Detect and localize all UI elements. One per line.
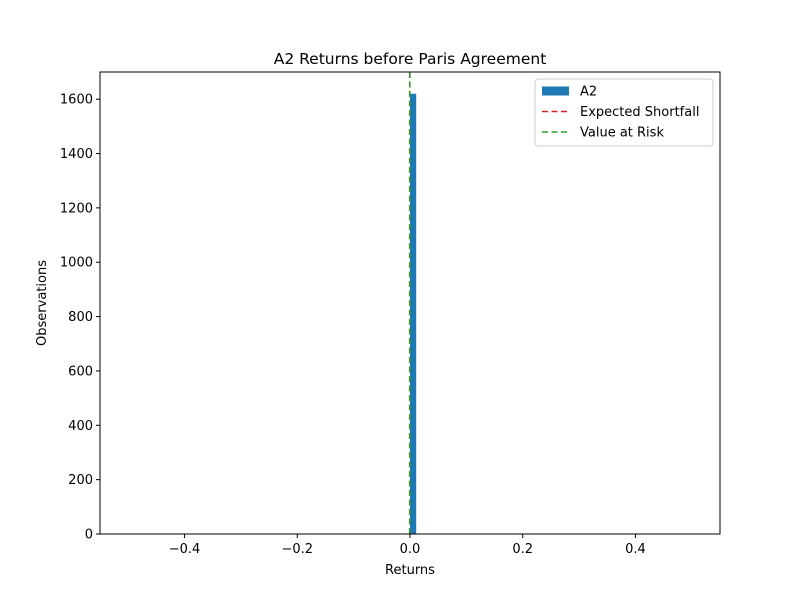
- x-tick-label: 0.0: [400, 542, 421, 557]
- chart-title: A2 Returns before Paris Agreement: [274, 50, 547, 68]
- legend-label-expected-shortfall: Expected Shortfall: [580, 105, 699, 120]
- y-tick-label: 1000: [60, 256, 93, 271]
- y-axis-label: Observations: [35, 260, 50, 346]
- y-tick-label: 600: [68, 364, 93, 379]
- histogram-bar-1: [410, 93, 417, 534]
- legend-label-value-at-risk: Value at Risk: [580, 126, 664, 141]
- x-axis-label: Returns: [385, 563, 435, 578]
- x-tick-label: −0.4: [169, 542, 201, 557]
- x-tick-label: 0.2: [512, 542, 533, 557]
- legend-box: [534, 78, 714, 147]
- y-tick-label: 200: [68, 473, 93, 488]
- plot-area: [408, 72, 417, 534]
- y-tick-label: 1600: [60, 93, 93, 108]
- y-tick-label: 1400: [60, 147, 93, 162]
- legend-label-a2: A2: [580, 85, 597, 100]
- y-tick-label: 0: [85, 528, 93, 543]
- x-tick-label: −0.2: [281, 542, 313, 557]
- y-tick-label: 1200: [60, 201, 93, 216]
- y-axis: 0 200 400 600 800 1000 1200 1400 1600: [60, 93, 100, 543]
- x-axis: −0.4 −0.2 0.0 0.2 0.4: [169, 534, 646, 557]
- y-tick-label: 400: [68, 419, 93, 434]
- x-tick-label: 0.4: [625, 542, 646, 557]
- legend-swatch-a2: [542, 86, 569, 96]
- legend: A2 Expected Shortfall Value at Risk: [534, 78, 714, 147]
- y-tick-label: 800: [68, 310, 93, 325]
